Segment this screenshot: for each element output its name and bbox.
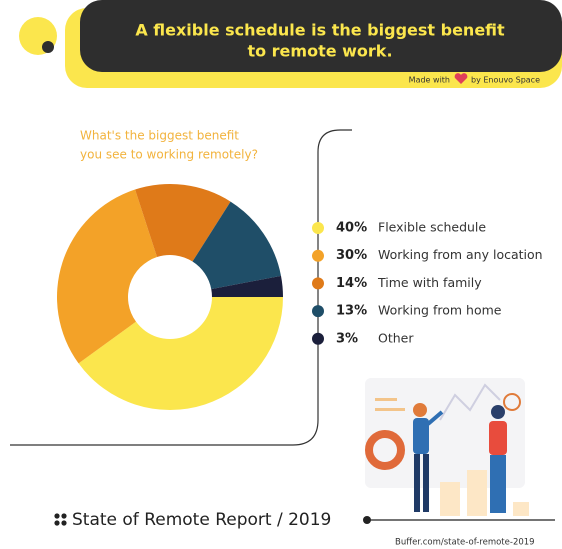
footer-url: Buffer.com/state-of-remote-2019 [395, 538, 535, 548]
legend-swatch [312, 332, 324, 345]
header-box [80, 0, 562, 72]
logo-dot [61, 513, 67, 519]
deco-dot [42, 41, 54, 53]
illus-donut [365, 430, 405, 470]
illus-board [365, 378, 525, 488]
illus-bar [375, 398, 397, 401]
illus-head [491, 405, 505, 419]
illus-bar [513, 502, 529, 516]
illus-arm [426, 410, 444, 426]
pie-slice [78, 297, 283, 410]
value-label: 13% [336, 304, 367, 319]
header-title: to remote work. [247, 42, 392, 61]
illus-body [489, 421, 507, 455]
illus-magnifier [503, 393, 521, 411]
logo-dot [54, 513, 60, 519]
legend-label: Working from home [378, 303, 502, 318]
illustration [365, 378, 529, 516]
pie-slice [135, 183, 231, 262]
logo-dot [61, 520, 67, 526]
footer-title: State of Remote Report / 2019 [72, 510, 331, 530]
illus-bar [375, 408, 405, 411]
chart-title: you see to working remotely? [80, 148, 258, 162]
pie-slice [192, 201, 281, 290]
legend-label: Working from any location [378, 247, 543, 262]
legend-label: Time with family [377, 275, 482, 290]
illus-bar [440, 482, 460, 516]
chart-title: What's the biggest benefit [80, 129, 239, 143]
pie-slice [56, 189, 158, 364]
illus-line [439, 383, 501, 421]
pie-slice [211, 275, 283, 297]
illus-head [413, 403, 427, 417]
legend-swatch [312, 222, 324, 234]
value-label: 3% [336, 331, 358, 346]
credit: by Enouvo Space [471, 76, 540, 85]
legend-label: Flexible schedule [378, 220, 486, 235]
footer-dot [363, 516, 371, 524]
illus-leg [423, 454, 429, 512]
illus-bar [467, 470, 487, 516]
legend-swatch [312, 277, 324, 290]
value-label: 14% [336, 276, 367, 291]
legend-label: Other [378, 330, 414, 345]
credit: Made with [409, 76, 450, 85]
illus-body [413, 418, 429, 454]
illus-leg [414, 454, 420, 512]
logo-dot [54, 520, 60, 526]
legend-swatch [312, 249, 324, 262]
value-label: 30% [336, 248, 367, 263]
value-label: 40% [336, 221, 367, 236]
heart-icon [454, 73, 468, 84]
illus-leg [490, 455, 506, 513]
header-title: A flexible schedule is the biggest benef… [135, 21, 505, 40]
legend-swatch [312, 305, 324, 318]
